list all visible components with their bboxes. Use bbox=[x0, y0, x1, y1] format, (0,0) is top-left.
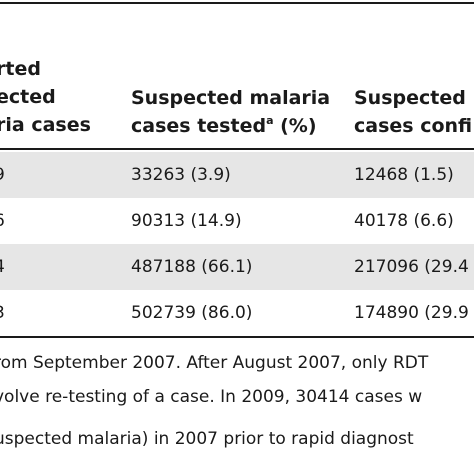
header-cases-tested: Suspected malaria cases testeda (%) bbox=[131, 87, 331, 137]
table-row: 4 487188 (66.1) 217096 (29.4 bbox=[0, 244, 474, 290]
footnote-line: rom September 2007. After August 2007, o… bbox=[0, 353, 429, 373]
cell-tested: 502739 (86.0) bbox=[131, 303, 253, 323]
cell-confirmed: 12468 (1.5) bbox=[354, 165, 454, 185]
table-row: 6 90313 (14.9) 40178 (6.6) bbox=[0, 198, 474, 244]
cell-tested: 487188 (66.1) bbox=[131, 257, 253, 277]
header-cases-confirmed: Suspected cases confi bbox=[354, 87, 473, 137]
table-row: 3 502739 (86.0) 174890 (29.9 bbox=[0, 290, 474, 336]
footnote-line: uspected malaria) in 2007 prior to rapid… bbox=[0, 429, 414, 449]
cell-reported: 4 bbox=[0, 244, 5, 290]
table-bottom-rule bbox=[0, 336, 474, 338]
cell-reported: 6 bbox=[0, 198, 5, 244]
footnote-marker: a bbox=[266, 114, 274, 127]
cell-confirmed: 217096 (29.4 bbox=[354, 257, 469, 277]
header-bottom-rule bbox=[0, 148, 474, 150]
table-row: 9 33263 (3.9) 12468 (1.5) bbox=[0, 152, 474, 198]
cell-tested: 90313 (14.9) bbox=[131, 211, 242, 231]
cell-tested: 33263 (3.9) bbox=[131, 165, 231, 185]
cell-reported: 3 bbox=[0, 290, 5, 336]
footnote-line: volve re-testing of a case. In 2009, 304… bbox=[0, 387, 423, 407]
cell-confirmed: 40178 (6.6) bbox=[354, 211, 454, 231]
table-top-rule bbox=[0, 2, 474, 4]
cell-reported: 9 bbox=[0, 152, 5, 198]
header-reported-cases: rted ected ria cases bbox=[0, 58, 91, 136]
cell-confirmed: 174890 (29.9 bbox=[354, 303, 469, 323]
